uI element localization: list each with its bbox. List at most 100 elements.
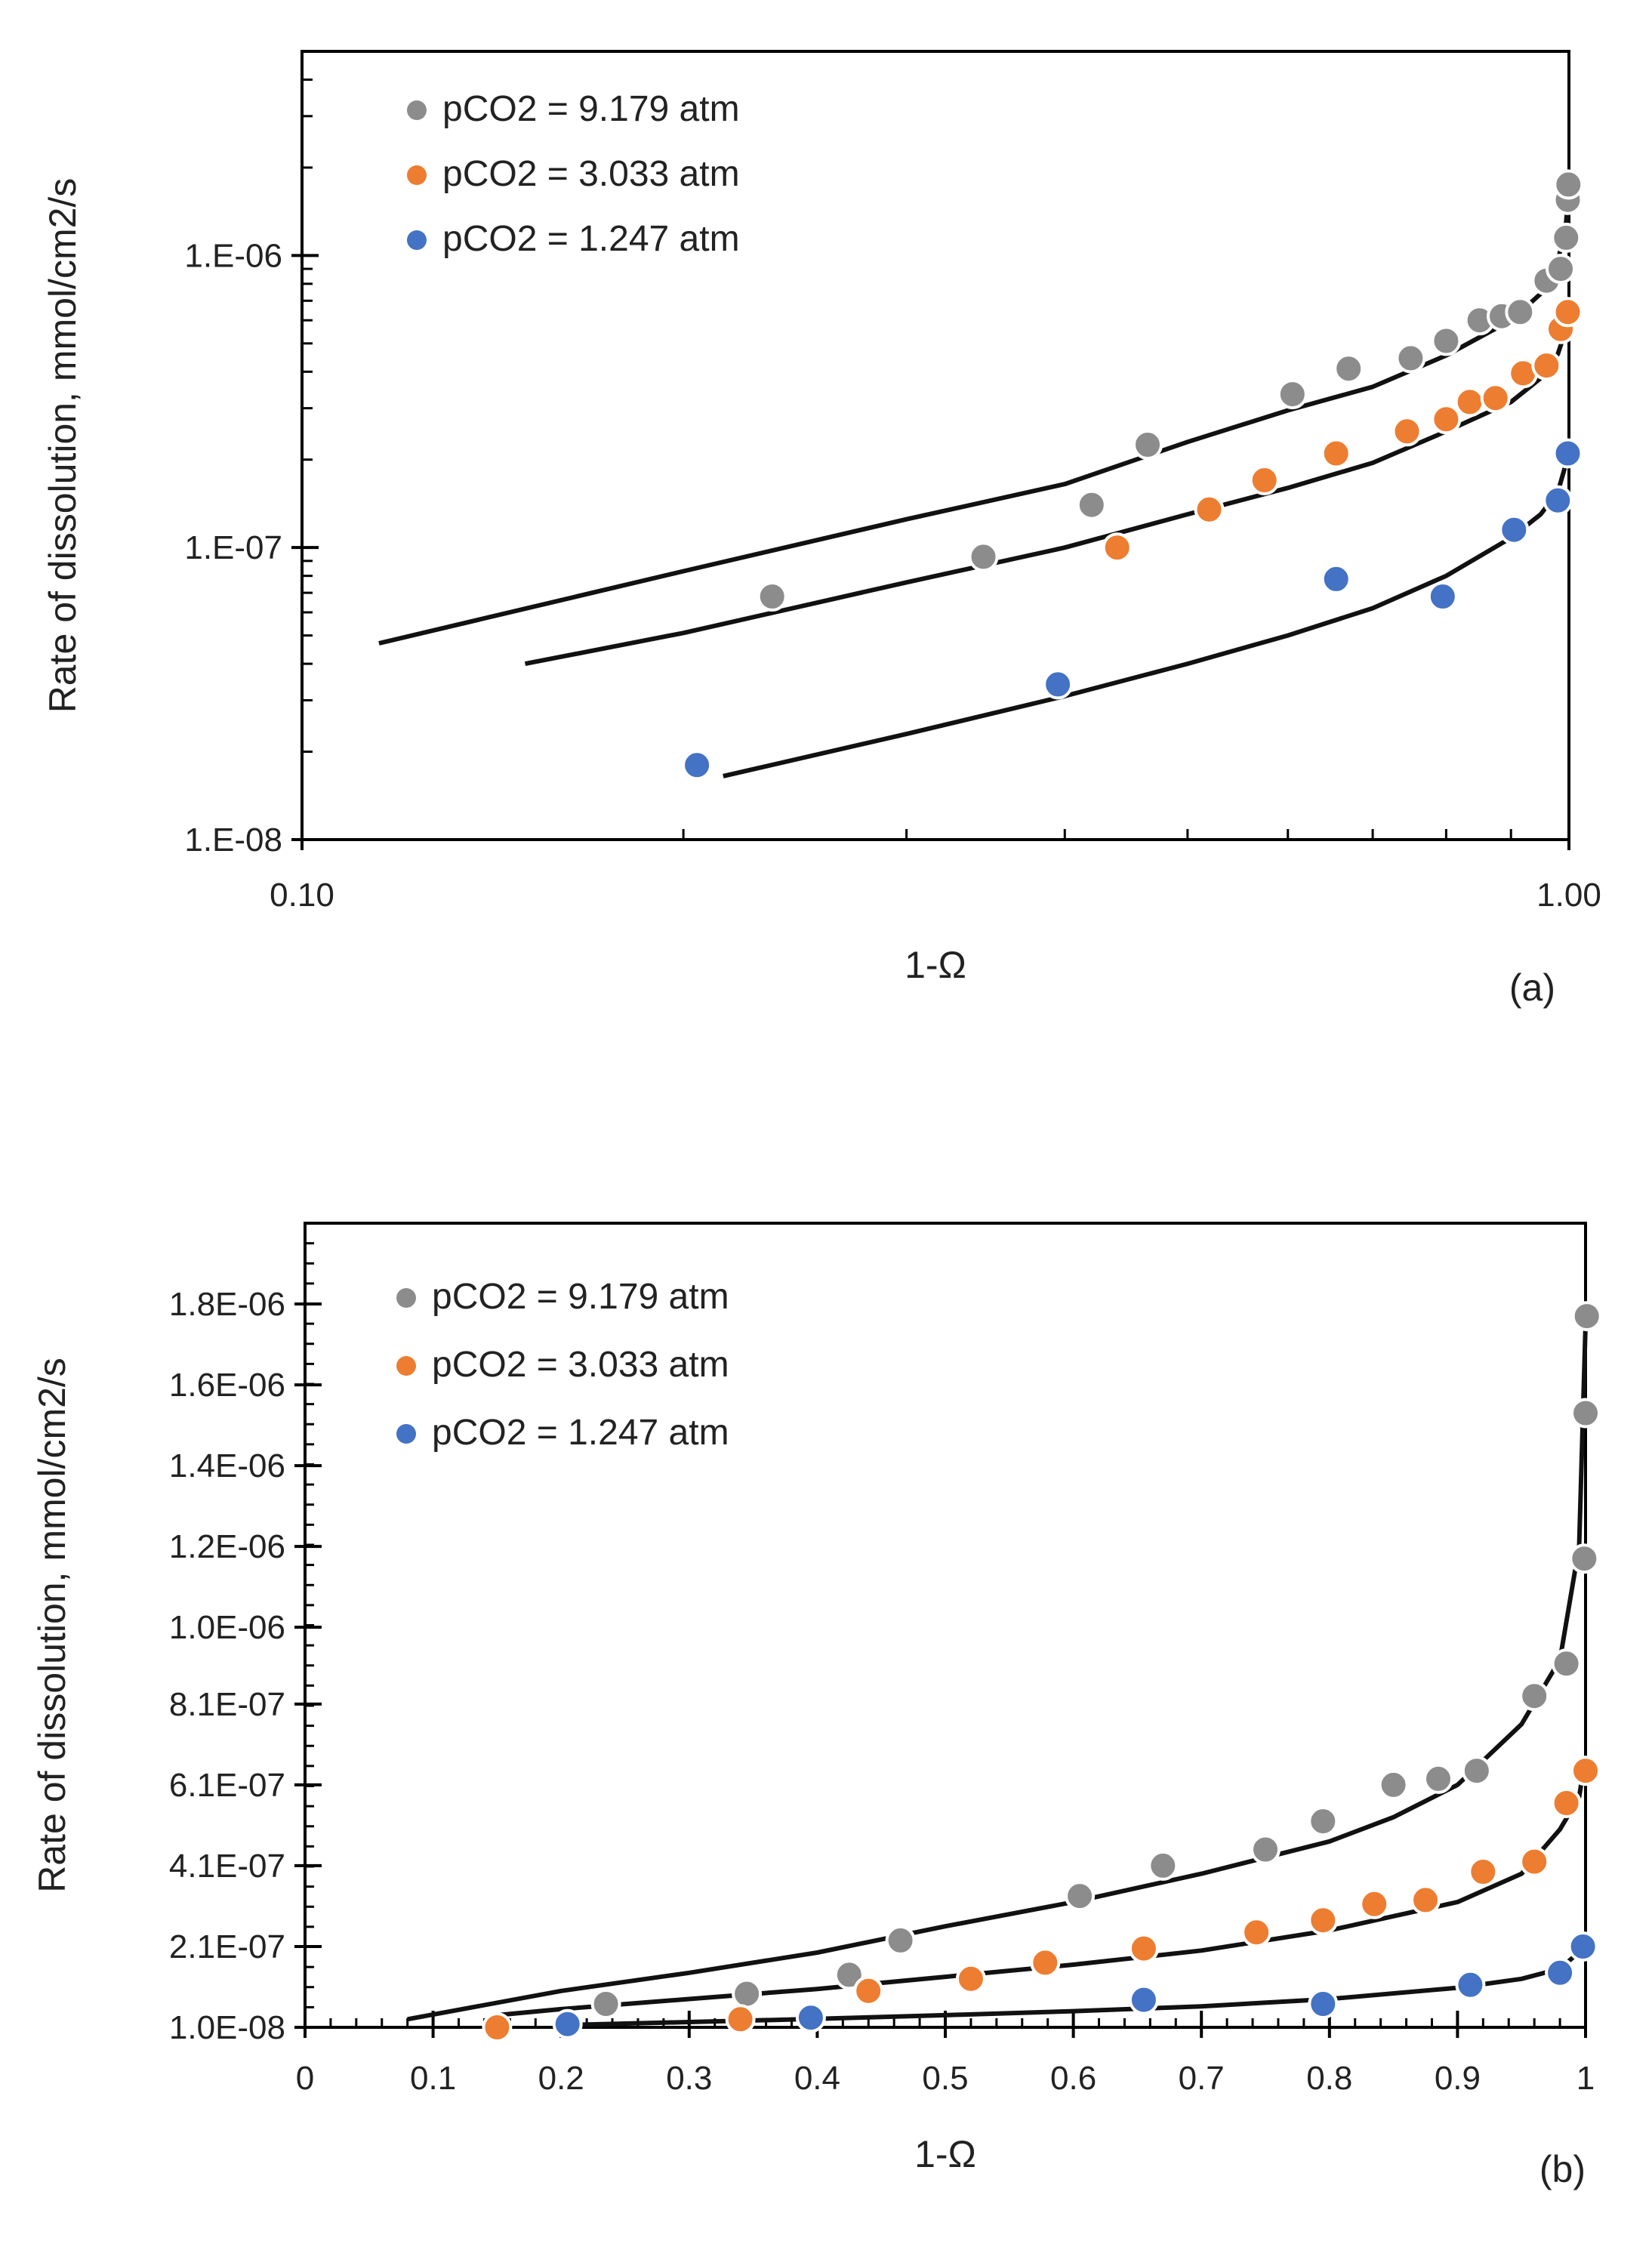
panel-label: (b): [1540, 2148, 1586, 2190]
data-point-series-1: [1194, 494, 1225, 525]
y-tick-label: 1.E-06: [184, 237, 282, 274]
y-tick-label: 1.E-08: [184, 821, 282, 858]
x-tick-label: 0.9: [1435, 2060, 1481, 2097]
x-tick-label: 0.7: [1179, 2060, 1225, 2097]
data-point-series-2: [552, 2008, 583, 2039]
x-tick-label: 0.10: [270, 877, 334, 914]
data-point-series-0: [1133, 430, 1163, 460]
y-tick-label: 1.4E-06: [169, 1447, 285, 1484]
data-point-series-0: [1551, 1648, 1582, 1679]
x-tick-label: 1: [1576, 2060, 1595, 2097]
data-point-series-1: [725, 2004, 756, 2035]
y-tick-label: 1.2E-06: [169, 1528, 285, 1565]
x-tick-label: 0.8: [1306, 2060, 1352, 2097]
legend-label: pCO2 = 1.247 atm: [432, 1413, 729, 1453]
data-point-series-1: [1480, 383, 1511, 414]
data-point-series-0: [1148, 1850, 1179, 1881]
data-point-series-1: [1102, 532, 1133, 563]
data-point-series-1: [1454, 387, 1485, 418]
data-point-series-2: [795, 2002, 826, 2033]
data-point-series-1: [1551, 1788, 1582, 1818]
data-point-series-0: [834, 1959, 865, 1990]
legend-marker: [396, 1356, 416, 1376]
x-tick-label: 0.3: [666, 2060, 712, 2097]
x-tick-label: 0.2: [538, 2060, 584, 2097]
y-tick-label: 8.1E-07: [169, 1686, 285, 1723]
data-point-series-2: [1545, 1957, 1576, 1988]
y-tick-label: 1.0E-06: [169, 1609, 285, 1646]
fit-line-series-2: [580, 1944, 1587, 2027]
data-point-series-0: [1333, 353, 1364, 384]
x-axis-title: 1-Ω: [905, 944, 966, 986]
data-point-series-1: [955, 1963, 986, 1994]
data-point-series-0: [1076, 489, 1107, 520]
data-point-series-1: [1519, 1846, 1550, 1877]
data-point-series-2: [1308, 1989, 1339, 2019]
data-point-series-2: [1321, 563, 1351, 594]
data-point-series-1: [1531, 350, 1562, 381]
legend-label: pCO2 = 9.179 atm: [432, 1277, 729, 1317]
legend-label: pCO2 = 3.033 atm: [442, 154, 740, 194]
data-point-series-0: [590, 1989, 621, 2019]
data-point-series-0: [1250, 1834, 1281, 1865]
data-point-series-1: [1392, 416, 1422, 447]
y-axis-title: Rate of dissolution, mmol/cm2/s: [42, 178, 84, 714]
data-point-series-2: [1567, 1931, 1598, 1962]
data-point-series-1: [1241, 1917, 1272, 1948]
x-tick-label: 0.6: [1050, 2060, 1096, 2097]
x-tick-label: 0.1: [410, 2060, 456, 2097]
y-tick-label: 1.8E-06: [169, 1286, 285, 1323]
data-point-series-2: [1128, 1984, 1159, 2015]
fit-line-series-1: [497, 1756, 1588, 2018]
data-point-series-1: [1321, 438, 1351, 469]
legend-marker: [396, 1424, 416, 1444]
data-point-series-0: [1519, 1681, 1550, 1712]
data-point-series-0: [757, 581, 787, 612]
y-tick-label: 1.E-07: [184, 529, 282, 566]
data-point-series-0: [1277, 379, 1308, 410]
legend-label: pCO2 = 9.179 atm: [442, 89, 740, 129]
x-tick-label: 0.5: [922, 2060, 968, 2097]
legend-label: pCO2 = 3.033 atm: [432, 1345, 729, 1385]
data-point-series-0: [1308, 1806, 1339, 1837]
data-point-series-0: [1505, 297, 1536, 328]
data-point-series-0: [1571, 1301, 1602, 1332]
legend-marker: [396, 1288, 416, 1308]
data-point-series-0: [1570, 1398, 1601, 1429]
data-point-series-1: [482, 2012, 513, 2042]
data-point-series-2: [1043, 669, 1074, 700]
data-point-series-1: [1552, 297, 1583, 328]
data-point-series-1: [1359, 1888, 1390, 1919]
data-point-series-0: [1551, 222, 1582, 253]
data-point-series-0: [1423, 1763, 1453, 1794]
data-point-series-2: [1543, 485, 1573, 516]
legend-label: pCO2 = 1.247 atm: [442, 219, 740, 259]
y-tick-label: 4.1E-07: [169, 1848, 285, 1885]
data-point-series-0: [732, 1978, 763, 2009]
data-point-series-0: [1431, 325, 1462, 356]
panel-a-chart: 1.E-08 1.E-07 1.E-06 0.10 1.00 1-Ω Rate of dis…: [42, 50, 1601, 1009]
panel-label: (a): [1509, 966, 1555, 1009]
data-point-series-2: [682, 750, 713, 781]
y-tick-label: 2.1E-07: [169, 1928, 285, 1965]
fit-line-series-1: [524, 311, 1571, 667]
data-point-series-1: [853, 1975, 884, 2006]
data-point-series-0: [1461, 1756, 1492, 1786]
y-tick-label: 1.6E-06: [169, 1367, 285, 1404]
data-point-series-1: [1410, 1885, 1441, 1916]
data-point-series-1: [1308, 1905, 1339, 1936]
x-tick-label: 0.4: [794, 2060, 840, 2097]
data-point-series-2: [1499, 514, 1530, 545]
y-tick-label: 1.0E-08: [169, 2009, 285, 2046]
data-point-series-1: [1128, 1933, 1159, 1964]
data-point-series-2: [1427, 581, 1458, 612]
data-point-series-0: [968, 541, 999, 572]
panel-b-chart: 1.0E-08 2.1E-07 4.1E-07 6.1E-07 8.1E-07 1.0E-…: [31, 1222, 1602, 2190]
data-point-series-1: [1431, 404, 1462, 435]
legend-marker: [407, 230, 427, 250]
data-point-series-2: [1455, 1969, 1486, 2000]
x-tick-label: 0: [296, 2060, 314, 2097]
data-point-series-1: [1030, 1947, 1061, 1978]
data-point-series-2: [1552, 438, 1583, 469]
